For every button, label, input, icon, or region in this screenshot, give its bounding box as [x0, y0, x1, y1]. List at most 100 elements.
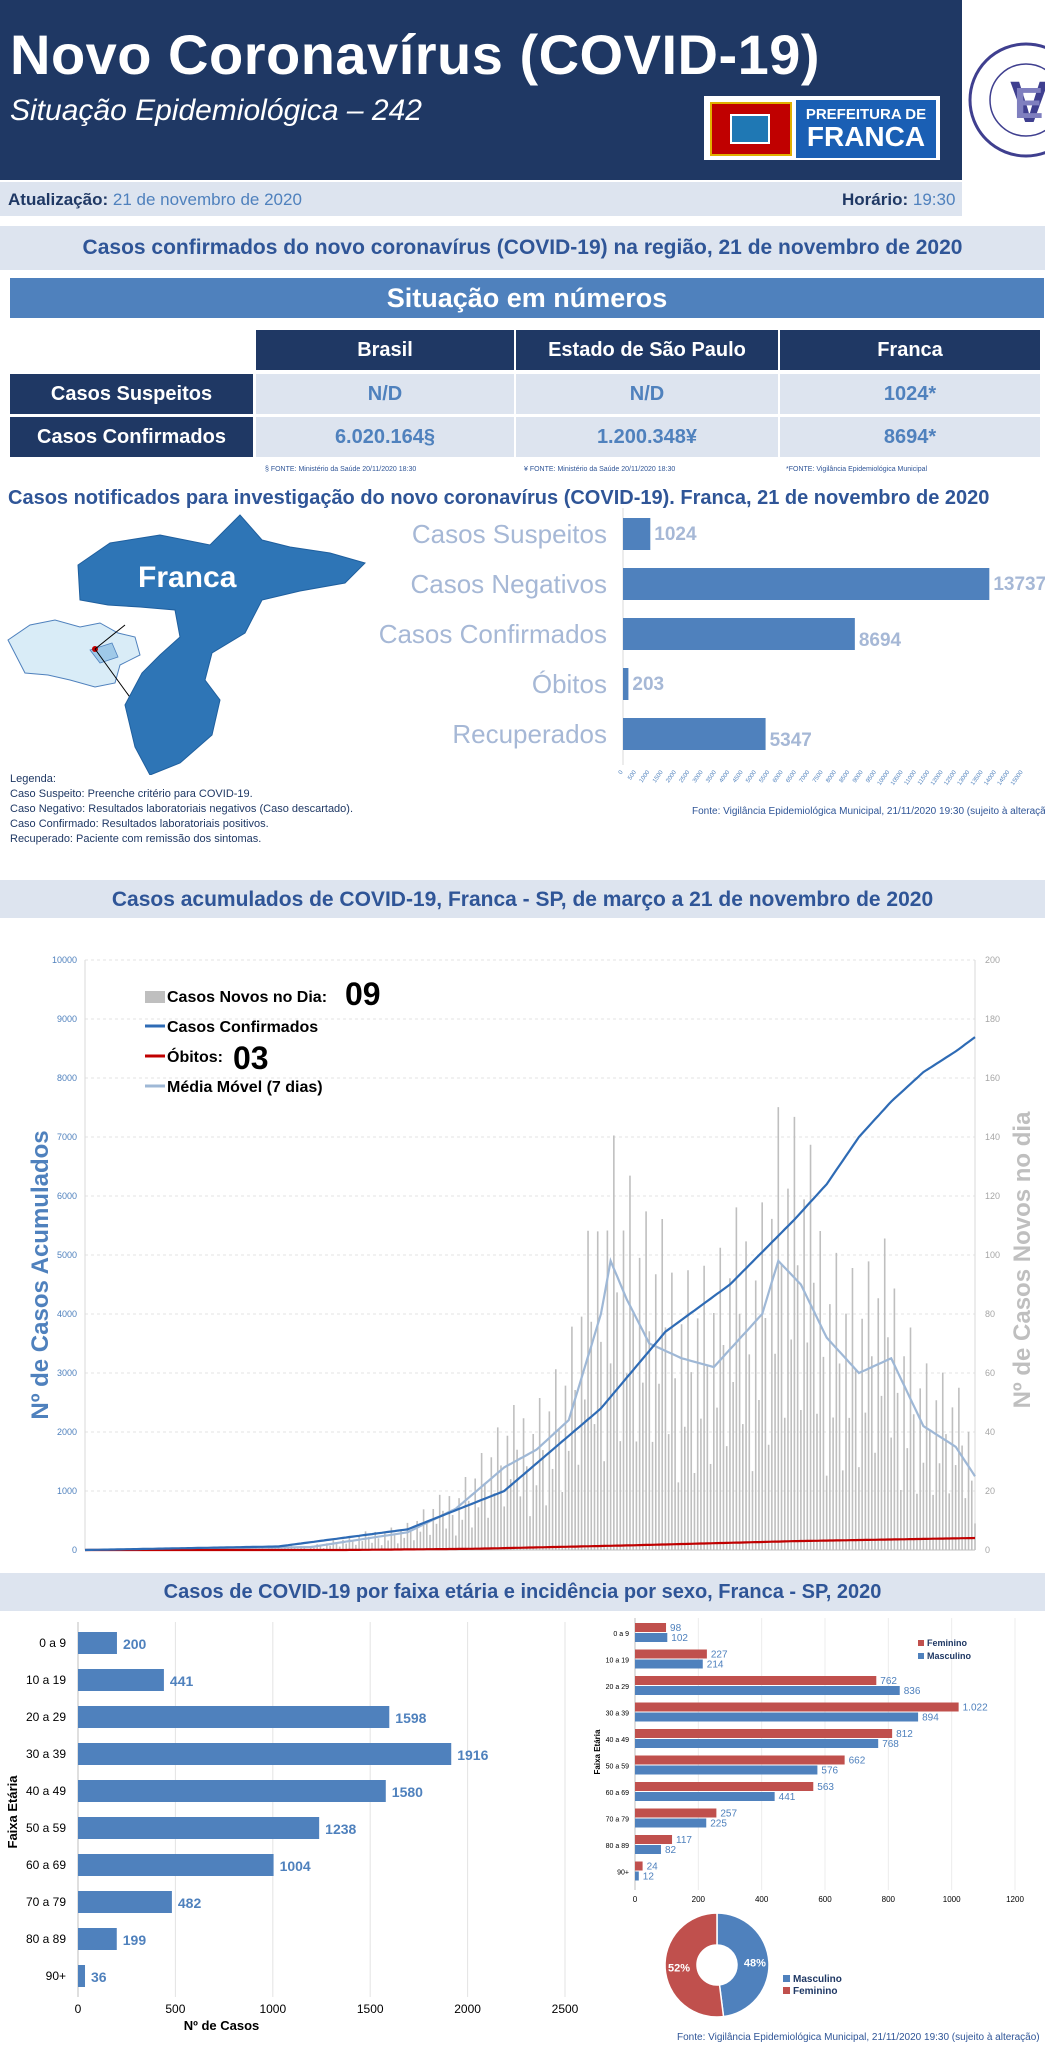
section3-title: Casos acumulados de COVID-19, Franca - S…: [111, 888, 934, 911]
legend-notes: Legenda: Caso Suspeito: Preenche critéri…: [10, 772, 353, 847]
y2-tick-180: 180: [985, 1014, 1000, 1024]
bar-masculino-70-a-79: [635, 1818, 707, 1828]
x-tick-6000: 6000: [772, 769, 785, 784]
legend-moving-average: Média Móvel (7 dias): [167, 1079, 323, 1096]
legend-recuperado: Recuperado: Paciente com remissão dos si…: [10, 833, 262, 845]
category-label-recuperados: Recuperados: [452, 719, 607, 749]
y-tick-4000: 4000: [57, 1309, 77, 1319]
age-label-60-a-69: 60 a 69: [26, 1858, 66, 1872]
x-tick-0: 0: [633, 1895, 638, 1902]
x-tick-1200: 1200: [1006, 1895, 1024, 1902]
x-tick-400: 400: [755, 1895, 769, 1902]
vigilancia-logo: V E: [968, 42, 1045, 158]
row-header-confirmados: Casos Confirmados: [10, 417, 253, 457]
value-feminino-80-a-89: 117: [676, 1835, 692, 1846]
x-tick-8500: 8500: [839, 769, 852, 784]
y-axis-label: Nº de Casos Acumulados: [27, 1130, 54, 1419]
sex-age-label-50-a-59: 50 a 59: [606, 1764, 629, 1771]
age-value-10-a-19: 441: [170, 1673, 194, 1689]
value-feminino-90: 24: [647, 1862, 659, 1873]
value-masculino-60-a-69: 441: [779, 1792, 796, 1803]
age-group-chart: 0 500 1000 1500 2000 2500 0 a 9 200 10 a 19 441 20…: [5, 1622, 579, 2032]
age-bar-50-a-59: [78, 1817, 320, 1839]
x-tick-11000: 11000: [904, 769, 919, 786]
svg-text:V: V: [1010, 70, 1045, 135]
col-header-brasil: Brasil: [256, 330, 514, 370]
source-note-2: Fonte: Vigilância Epidemiológica Municip…: [677, 2032, 1040, 2043]
bar-recuperados: [623, 718, 766, 750]
sex-age-label-60-a-69: 60 a 69: [606, 1790, 629, 1797]
cell-confirmados-franca: 8694*: [780, 417, 1040, 457]
map-label: Franca: [138, 561, 237, 594]
category-label-casos-negativos: Casos Negativos: [410, 569, 607, 599]
svg-text:E: E: [1014, 79, 1043, 128]
legend-confirmed: Casos Confirmados: [167, 1019, 318, 1036]
x-tick-12000: 12000: [930, 769, 945, 787]
update-label: Atualização:: [8, 190, 109, 209]
y-tick-7000: 7000: [57, 1132, 77, 1142]
age-value-80-a-89: 199: [123, 1932, 147, 1948]
age-value-30-a-39: 1916: [457, 1747, 488, 1763]
sex-age-label-90: 90+: [617, 1870, 629, 1877]
y-tick-6000: 6000: [57, 1191, 77, 1201]
bar-casos-confirmados: [623, 618, 855, 650]
bar-masculino-10-a-19: [635, 1659, 703, 1669]
sex-age-label-10-a-19: 10 a 19: [606, 1658, 629, 1665]
age-bar-20-a-29: [78, 1706, 390, 1728]
sex-age-label-80-a-89: 80 a 89: [606, 1843, 629, 1850]
x-tick-15000: 15000: [1010, 769, 1025, 787]
sex-age-label-40-a-49: 40 a 49: [606, 1737, 629, 1744]
x-tick-7000: 7000: [799, 769, 812, 784]
cumulative-cases-chart: 0100020003000400050006000700080009000100…: [27, 955, 1036, 1555]
age-bar-60-a-69: [78, 1854, 274, 1876]
bar-feminino-60-a-69: [635, 1782, 814, 1791]
x-axis-label: Nº de Casos: [184, 2018, 260, 2032]
age-label-40-a-49: 40 a 49: [26, 1784, 66, 1798]
bar-obitos: [623, 668, 629, 700]
y-tick-10000: 10000: [52, 955, 77, 965]
category-label-casos-suspeitos: Casos Suspeitos: [412, 519, 607, 549]
footnote-sp: ¥ FONTE: Ministério da Saúde 20/11/2020 …: [524, 466, 676, 473]
legend-deaths: Óbitos:: [167, 1047, 223, 1066]
section4-title: Casos de COVID-19 por faixa etária e inc…: [163, 1581, 882, 1603]
x-tick-0: 0: [618, 769, 625, 776]
x-tick-2000: 2000: [665, 769, 678, 784]
x-tick-9500: 9500: [865, 769, 878, 784]
bar-feminino-0-a-9: [635, 1623, 667, 1632]
bar-masculino-0-a-9: [635, 1633, 668, 1642]
sex-age-label-70-a-79: 70 a 79: [606, 1817, 629, 1824]
cell-suspeitos-sp: N/D: [516, 374, 778, 414]
bar-casos-negativos: [623, 568, 990, 600]
legend-swatch-masculino: [918, 1653, 924, 1659]
notified-cases-chart: Casos Suspeitos 1024 Casos Negativos 13737 C…: [379, 508, 1045, 787]
y2-tick-20: 20: [985, 1486, 995, 1496]
deaths-line: [85, 1536, 976, 1552]
legend-masculino: Masculino: [927, 1651, 972, 1661]
y-tick-9000: 9000: [57, 1014, 77, 1024]
section1-band: [0, 226, 1045, 270]
x-tick-5000: 5000: [745, 769, 758, 784]
bar-masculino-30-a-39: [635, 1712, 919, 1722]
age-label-0-a-9: 0 a 9: [39, 1636, 66, 1650]
prefeitura-logo-line2: FRANCA: [806, 121, 926, 152]
x-tick-200: 200: [692, 1895, 706, 1902]
prefeitura-logo: PREFEITURA DE FRANCA: [704, 96, 940, 160]
x-tick-3000: 3000: [692, 769, 705, 784]
x-tick-500: 500: [165, 2002, 185, 2016]
moving-average-line: [85, 1257, 976, 1552]
age-label-30-a-39: 30 a 39: [26, 1747, 66, 1761]
section2-title: Casos notificados para investigação do n…: [8, 487, 990, 509]
x-tick-800: 800: [882, 1895, 896, 1902]
age-label-10-a-19: 10 a 19: [26, 1673, 66, 1687]
legend-confirmado: Caso Confirmado: Resultados laboratoriai…: [10, 818, 269, 830]
x-tick-13000: 13000: [957, 769, 972, 787]
sex-pie-chart: 48% Masculino 52% Feminino: [664, 1912, 842, 2018]
value-label-casos-negativos: 13737: [993, 574, 1045, 595]
age-value-40-a-49: 1580: [392, 1784, 423, 1800]
value-feminino-10-a-19: 227: [711, 1650, 728, 1661]
value-feminino-0-a-9: 98: [670, 1623, 682, 1634]
cell-confirmados-sp: 1.200.348¥: [516, 417, 778, 457]
x-tick-12500: 12500: [943, 769, 958, 787]
age-bar-80-a-89: [78, 1928, 117, 1950]
